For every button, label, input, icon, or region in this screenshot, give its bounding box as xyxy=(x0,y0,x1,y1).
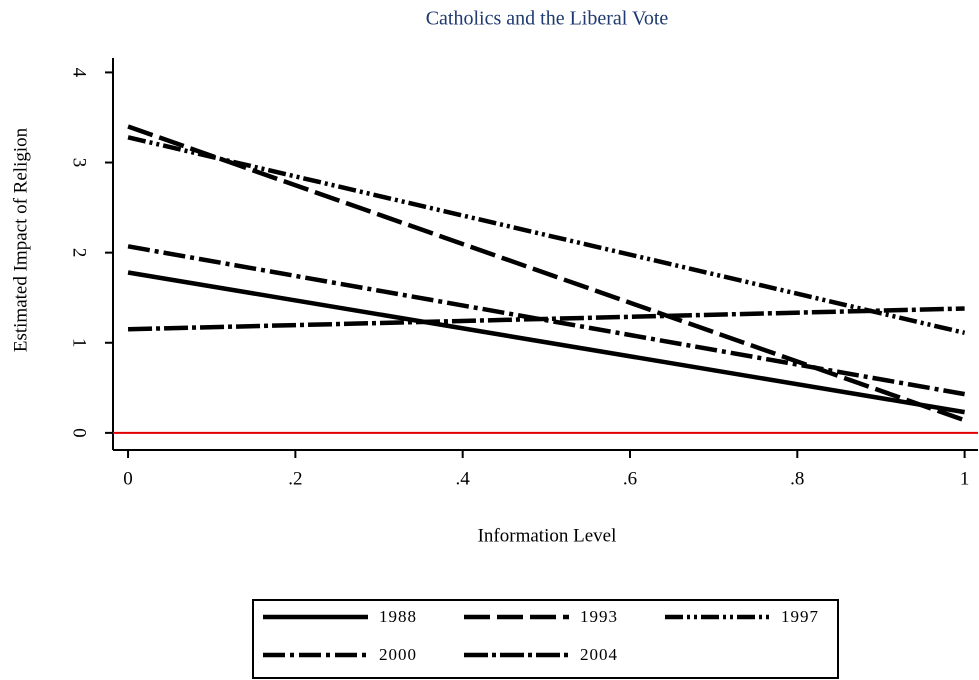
y-tick-label: 1 xyxy=(69,338,90,348)
series-line xyxy=(127,124,966,423)
series-line xyxy=(127,270,965,415)
x-tick-label: .2 xyxy=(288,468,302,489)
y-axis-label: Estimated Impact of Religion xyxy=(10,127,31,352)
x-tick-label: .4 xyxy=(456,468,471,489)
x-axis-label: Information Level xyxy=(478,525,617,546)
legend-label: 2004 xyxy=(580,645,618,664)
y-tick-label: 0 xyxy=(69,428,90,438)
series-line xyxy=(128,306,965,332)
legend-box xyxy=(252,599,839,679)
x-tick-label: 1 xyxy=(960,468,970,489)
y-tick-label: 2 xyxy=(69,248,90,257)
chart-title: Catholics and the Liberal Vote xyxy=(426,8,669,30)
y-tick-label: 3 xyxy=(69,158,90,168)
legend-label: 1997 xyxy=(781,607,819,626)
legend-label: 1993 xyxy=(580,607,618,626)
x-tick-label: 0 xyxy=(123,468,133,489)
legend-label: 1988 xyxy=(379,607,417,626)
legend-label: 2000 xyxy=(379,645,417,664)
series-line xyxy=(127,135,966,336)
x-tick-label: .6 xyxy=(623,468,637,489)
y-tick-label: 4 xyxy=(69,68,90,78)
x-tick-label: .8 xyxy=(790,468,804,489)
